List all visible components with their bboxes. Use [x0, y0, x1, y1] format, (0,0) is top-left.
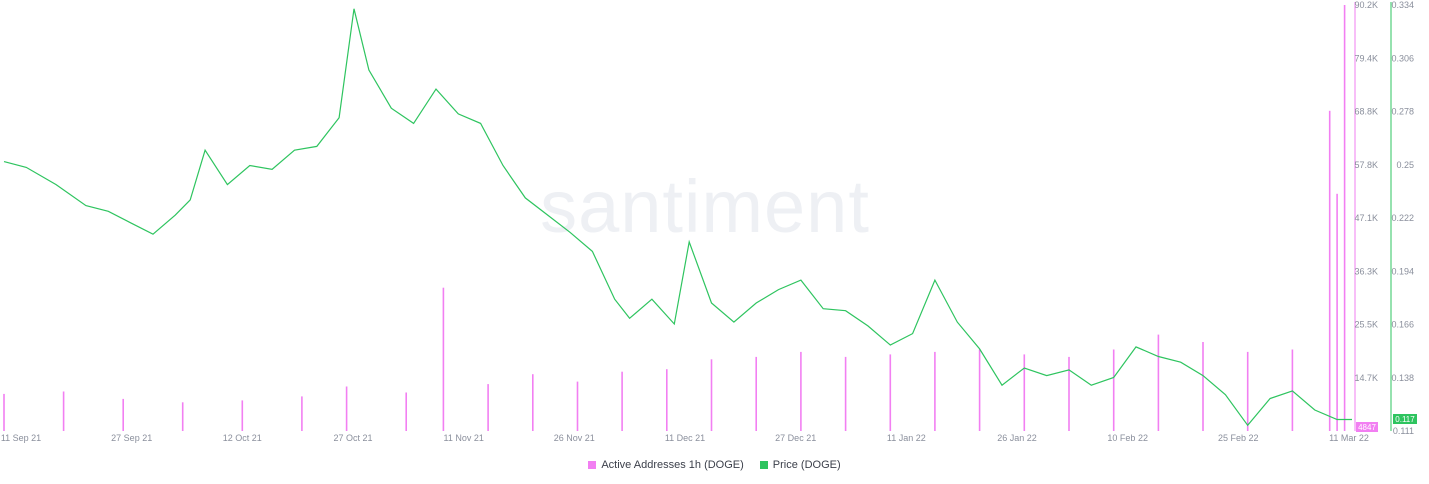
- active-addresses-bar: [800, 351, 802, 431]
- active-addresses-bar: [241, 400, 244, 431]
- active-addresses-bar: [405, 392, 407, 431]
- legend-swatch-price: [759, 461, 768, 469]
- price-tick-label: 0.306: [1391, 53, 1414, 63]
- price-tick-label: 0.111: [1393, 426, 1414, 436]
- watermark: santiment: [540, 165, 870, 248]
- active-addresses-tick-label: 79.4K: [1354, 53, 1378, 63]
- price-axis-ticks: 0.334 0.306 0.278 0.25 0.222 0.194 0.166 0.138 0…: [1391, 0, 1414, 436]
- active-addresses-bar: [710, 359, 713, 431]
- active-addresses-bar: [1157, 334, 1160, 431]
- active-addresses-axis-ticks: 90.2K 79.4K 68.8K 57.8K 47.1K 36.3K 25.5K 14.7K: [1354, 0, 1378, 383]
- active-addresses-bar: [1343, 5, 1346, 431]
- legend-item-active-addresses[interactable]: Active Addresses 1h (DOGE): [588, 459, 744, 471]
- active-addresses-bar: [345, 386, 348, 431]
- active-addresses-bar: [487, 384, 489, 431]
- date-tick-label: 26 Jan 22: [997, 433, 1037, 443]
- price-line: [3, 8, 1352, 427]
- date-tick-label: 11 Nov 21: [444, 433, 484, 443]
- active-addresses-bar: [1328, 110, 1331, 432]
- legend: Active Addresses 1h (DOGE) Price (DOGE): [0, 459, 1429, 471]
- price-tick-label: 0.222: [1391, 213, 1414, 223]
- active-addresses-tick-label: 14.7K: [1354, 373, 1378, 383]
- price-tick-label: 0.194: [1391, 266, 1414, 276]
- active-addresses-tick-label: 25.5K: [1354, 320, 1378, 330]
- active-addresses-bar: [844, 356, 847, 431]
- active-addresses-bar: [122, 398, 124, 431]
- price-current-badge: 0.117: [1393, 414, 1417, 424]
- legend-label-active-addresses: Active Addresses 1h (DOGE): [601, 459, 744, 471]
- date-tick-label: 27 Dec 21: [775, 433, 816, 443]
- active-addresses-bar: [666, 369, 668, 431]
- active-addresses-tick-label: 47.1K: [1354, 213, 1378, 223]
- legend-item-price[interactable]: Price (DOGE): [759, 459, 841, 471]
- price-tick-label: 0.25: [1396, 160, 1414, 170]
- date-tick-label: 26 Nov 21: [554, 433, 595, 443]
- active-addresses-bar: [978, 349, 981, 431]
- date-tick-label: 11 Jan 22: [887, 433, 926, 443]
- active-addresses-tick-label: 36.3K: [1354, 266, 1378, 276]
- active-addresses-bar: [621, 371, 623, 431]
- active-addresses-current-badge: 4847: [1356, 422, 1378, 432]
- active-addresses-bar: [934, 351, 936, 431]
- active-addresses-bar: [755, 356, 757, 431]
- date-tick-label: 11 Mar 22: [1329, 433, 1369, 443]
- price-tick-label: 0.138: [1391, 373, 1414, 383]
- legend-swatch-active-addresses: [588, 461, 597, 469]
- active-addresses-bar: [1336, 193, 1338, 431]
- date-tick-label: 27 Oct 21: [333, 433, 372, 443]
- date-tick-label: 27 Sep 21: [111, 433, 152, 443]
- active-addresses-bar: [181, 402, 184, 431]
- active-addresses-bar: [532, 374, 534, 431]
- active-addresses-bar: [62, 391, 65, 431]
- active-addresses-current-value: 4847: [1358, 423, 1376, 432]
- active-addresses-tick-label: 57.8K: [1354, 160, 1378, 170]
- date-tick-label: 25 Feb 22: [1218, 433, 1259, 443]
- active-addresses-tick-label: 90.2K: [1354, 0, 1378, 10]
- active-addresses-bar: [1202, 342, 1204, 431]
- price-tick-label: 0.166: [1391, 320, 1414, 330]
- active-addresses-bars: [3, 5, 1346, 432]
- active-addresses-bar: [1246, 351, 1249, 431]
- date-axis-ticks: 11 Sep 21 27 Sep 21 12 Oct 21 27 Oct 21 11 N…: [1, 433, 1369, 443]
- active-addresses-tick-label: 68.8K: [1354, 107, 1378, 117]
- active-addresses-bar: [1068, 356, 1070, 431]
- active-addresses-bar: [1023, 354, 1026, 431]
- date-tick-label: 10 Feb 22: [1107, 433, 1148, 443]
- date-tick-label: 11 Dec 21: [665, 433, 705, 443]
- active-addresses-bar: [889, 354, 892, 431]
- active-addresses-bar: [1291, 349, 1294, 431]
- active-addresses-bar: [576, 381, 579, 431]
- active-addresses-bar: [3, 393, 5, 431]
- active-addresses-bar: [1112, 349, 1115, 431]
- legend-label-price: Price (DOGE): [772, 459, 841, 471]
- active-addresses-bar: [442, 287, 445, 431]
- price-tick-label: 0.278: [1391, 107, 1414, 117]
- active-addresses-bar: [301, 396, 303, 431]
- date-tick-label: 11 Sep 21: [1, 433, 41, 443]
- price-current-value: 0.117: [1395, 415, 1415, 424]
- price-tick-label: 0.334: [1391, 0, 1414, 10]
- date-tick-label: 12 Oct 21: [223, 433, 262, 443]
